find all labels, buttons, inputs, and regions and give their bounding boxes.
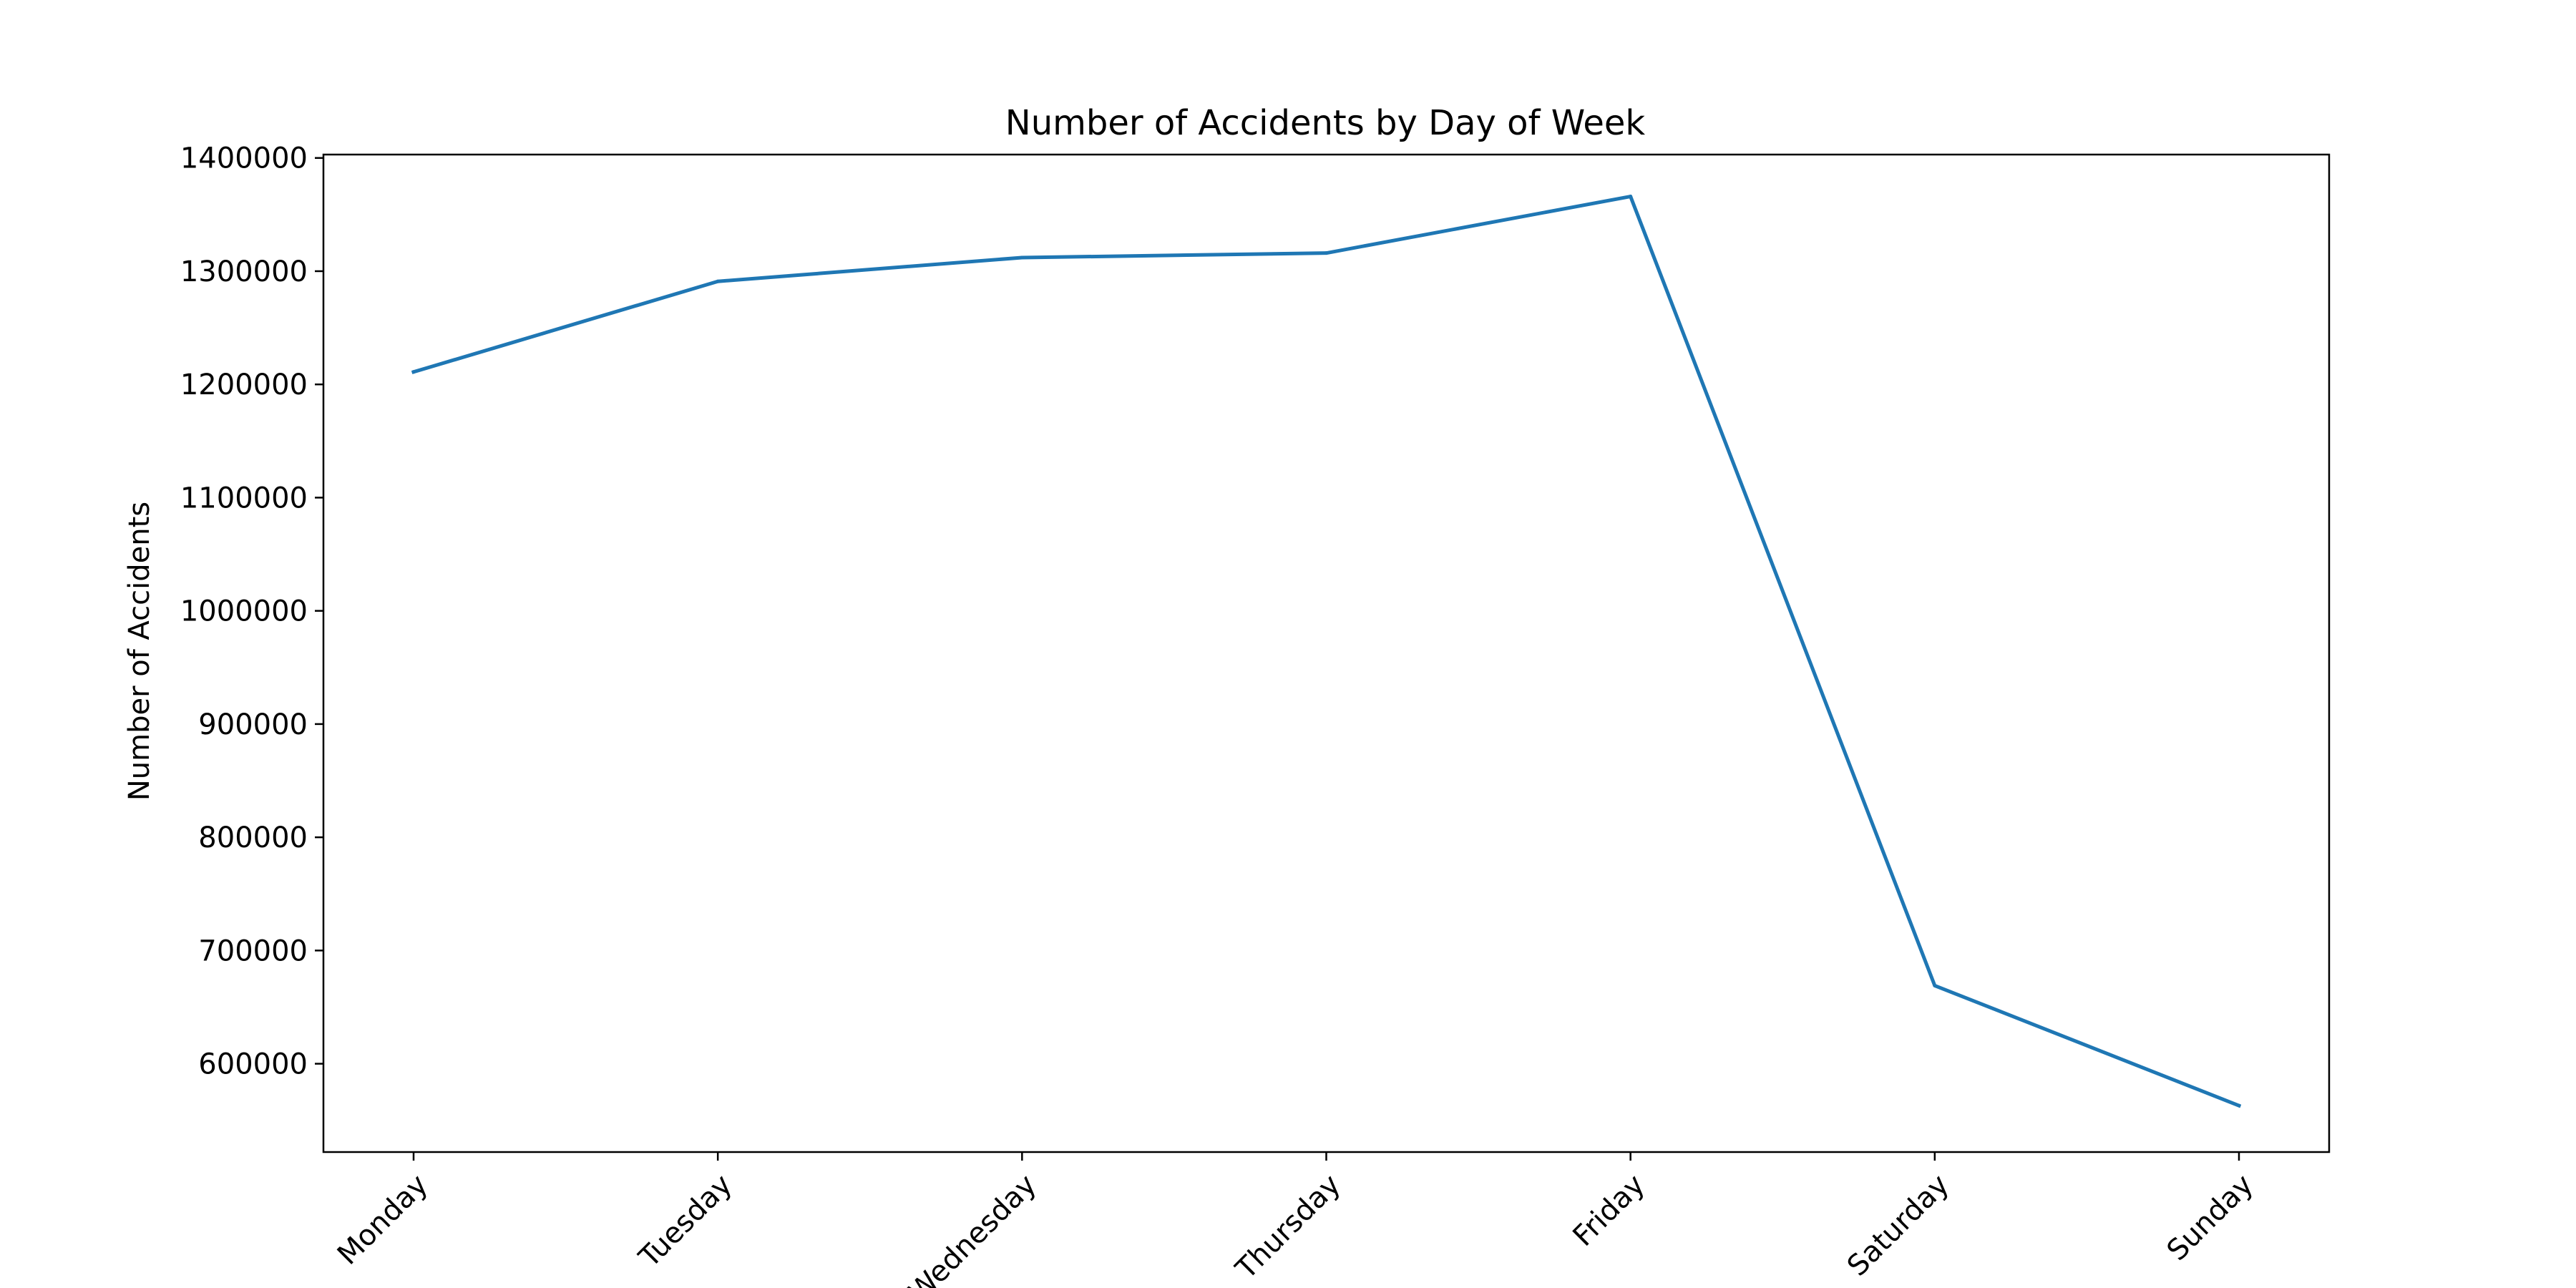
data-point: [1324, 251, 1328, 255]
y-tick-label: 1400000: [180, 142, 308, 175]
data-point: [716, 279, 720, 283]
data-point: [411, 370, 416, 374]
y-tick-label: 900000: [198, 708, 308, 741]
data-point: [1020, 255, 1024, 260]
data-point: [1629, 195, 1633, 199]
y-axis-label: Number of Accidents: [123, 502, 156, 801]
y-tick-label: 1300000: [180, 255, 308, 288]
y-tick-label: 1200000: [180, 369, 308, 401]
y-tick-label: 1000000: [180, 595, 308, 628]
y-tick-label: 700000: [198, 935, 308, 967]
plot-area: 600000 700000 800000 900000 1000000 1100000 12…: [180, 142, 2331, 1288]
x-tick-label: Thursday: [1229, 1169, 1347, 1287]
chart-title: Number of Accidents by Day of Week: [1005, 103, 1646, 143]
y-tick-label: 800000: [198, 821, 308, 854]
series-line: [411, 195, 2242, 1108]
y-tick-label: 1100000: [180, 482, 308, 514]
data-point: [2237, 1103, 2241, 1108]
x-tick-label: Friday: [1566, 1169, 1651, 1253]
data-point: [1933, 983, 1937, 987]
x-tick-label: Tuesday: [633, 1169, 738, 1274]
x-tick-label: Sunday: [2161, 1169, 2260, 1267]
x-tick-label: Wednesday: [902, 1169, 1043, 1288]
x-tick-label: Saturday: [1841, 1169, 1956, 1283]
plot-frame: [322, 153, 2331, 1153]
x-tick-label: Monday: [331, 1169, 434, 1272]
y-tick-label: 600000: [198, 1048, 308, 1081]
